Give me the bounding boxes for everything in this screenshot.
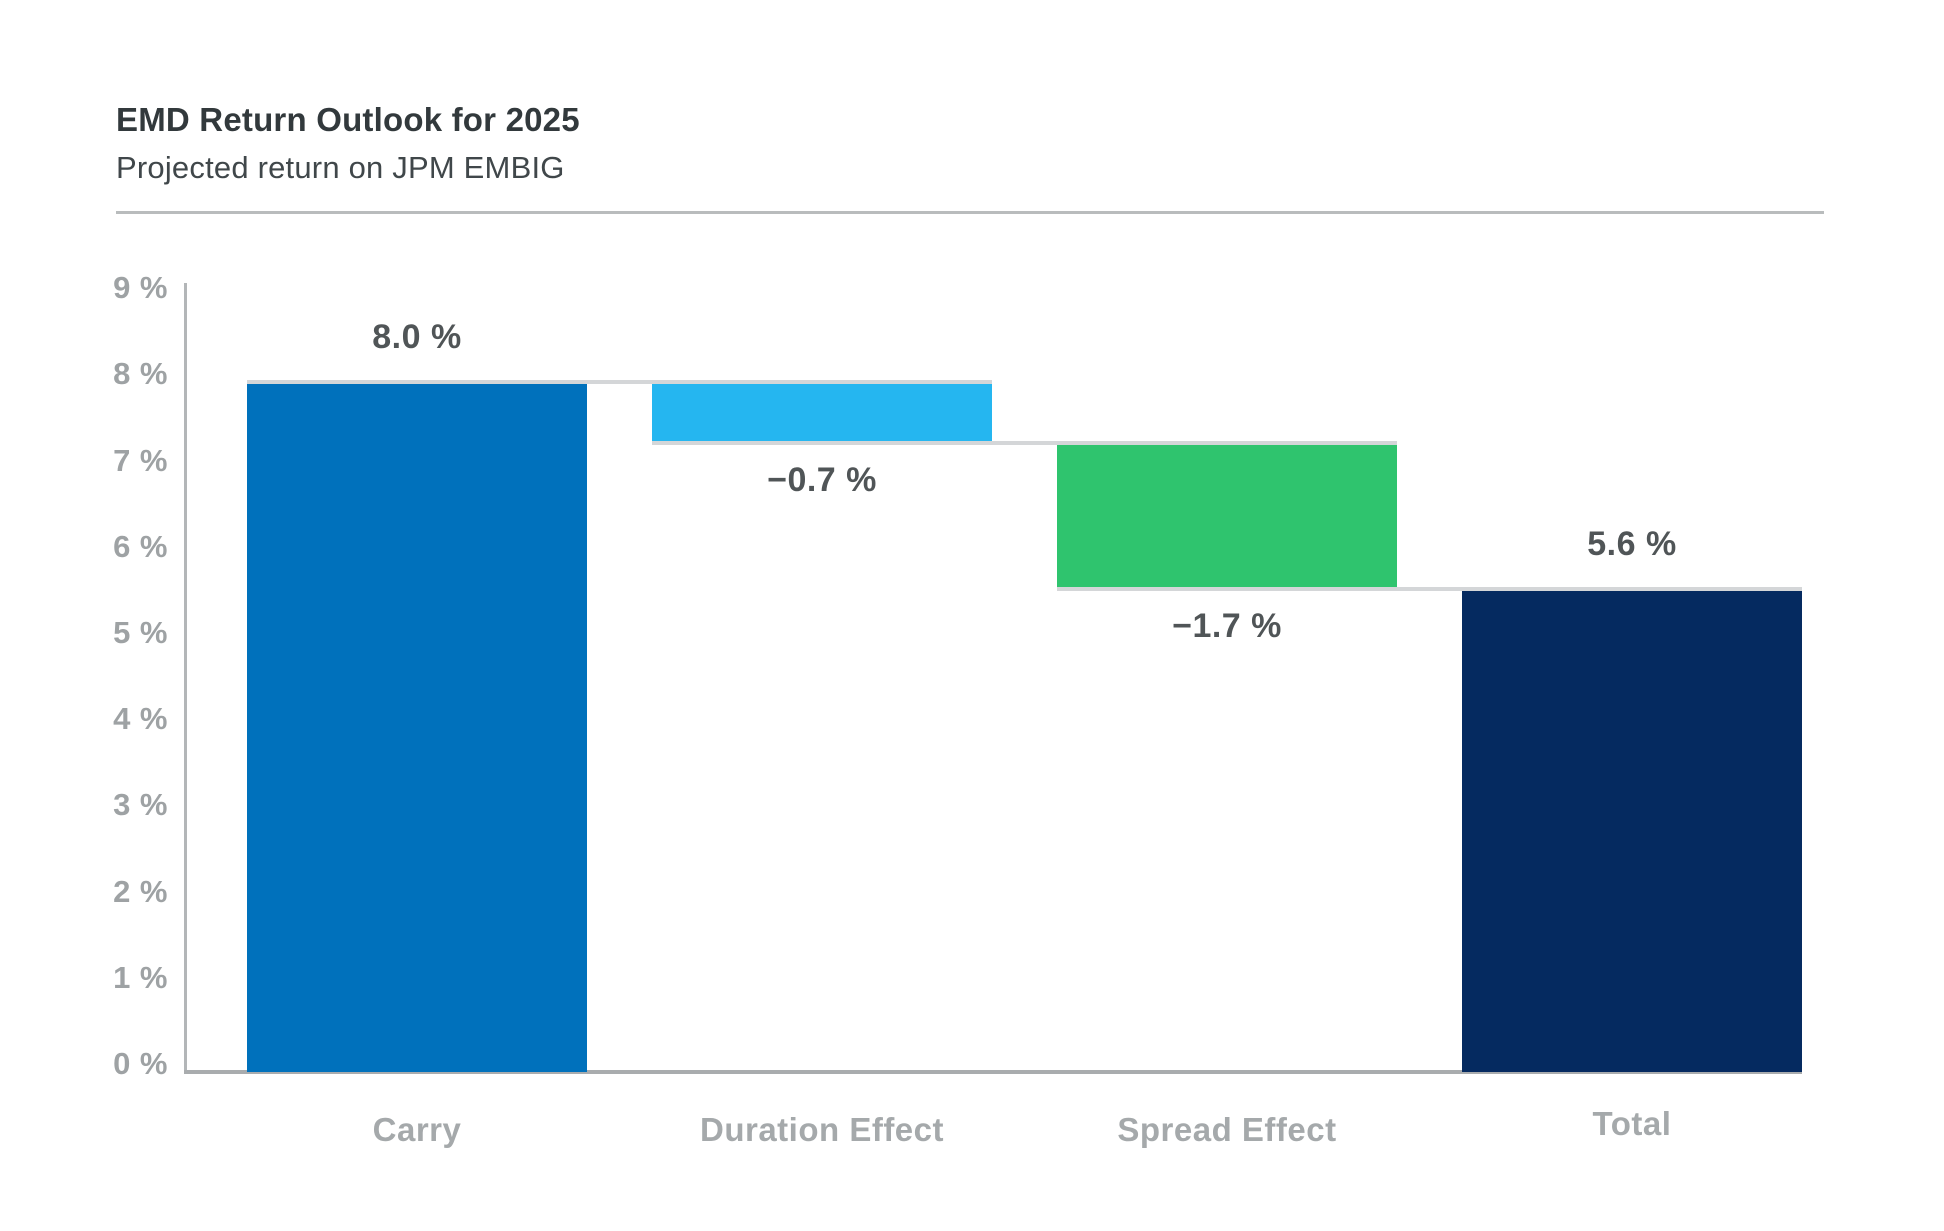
y-tick-label: 2 % [113,873,168,909]
y-tick-label: 0 % [113,1046,168,1081]
category-label-duration-effect: Duration Effect [699,1111,945,1148]
step-connector-line [1057,587,1802,592]
y-tick-label: 6 % [113,528,168,564]
value-label: 8.0 % [372,318,462,357]
value-label: −1.7 % [1172,607,1282,646]
y-tick-label: 8 % [113,356,168,392]
chart-subtitle: Projected return on JPM EMBIG [116,150,565,185]
bar-duration-effect [652,382,992,443]
category-label-carry: Carry [372,1111,462,1148]
category-label-total: Total [1592,1105,1672,1142]
bar-total [1462,589,1802,1072]
y-tick-label: 3 % [113,787,168,823]
chart-title: EMD Return Outlook for 2025 [116,101,580,138]
y-tick-label: 5 % [113,615,168,650]
header-divider [116,211,1824,214]
step-connector-line [652,440,1397,445]
category-label-spread-effect: Spread Effect [1117,1111,1337,1148]
value-label: −0.7 % [767,460,877,499]
x-axis-baseline [184,1070,1802,1074]
y-tick-label: 4 % [113,701,168,737]
y-axis-line [184,283,187,1072]
step-connector-line [247,380,992,385]
y-tick-label: 9 % [113,270,168,306]
y-tick-label: 7 % [113,442,168,478]
value-label: 5.6 % [1587,525,1677,564]
bar-spread-effect [1057,442,1397,590]
y-tick-label: 1 % [113,959,168,995]
bar-carry [247,382,587,1072]
